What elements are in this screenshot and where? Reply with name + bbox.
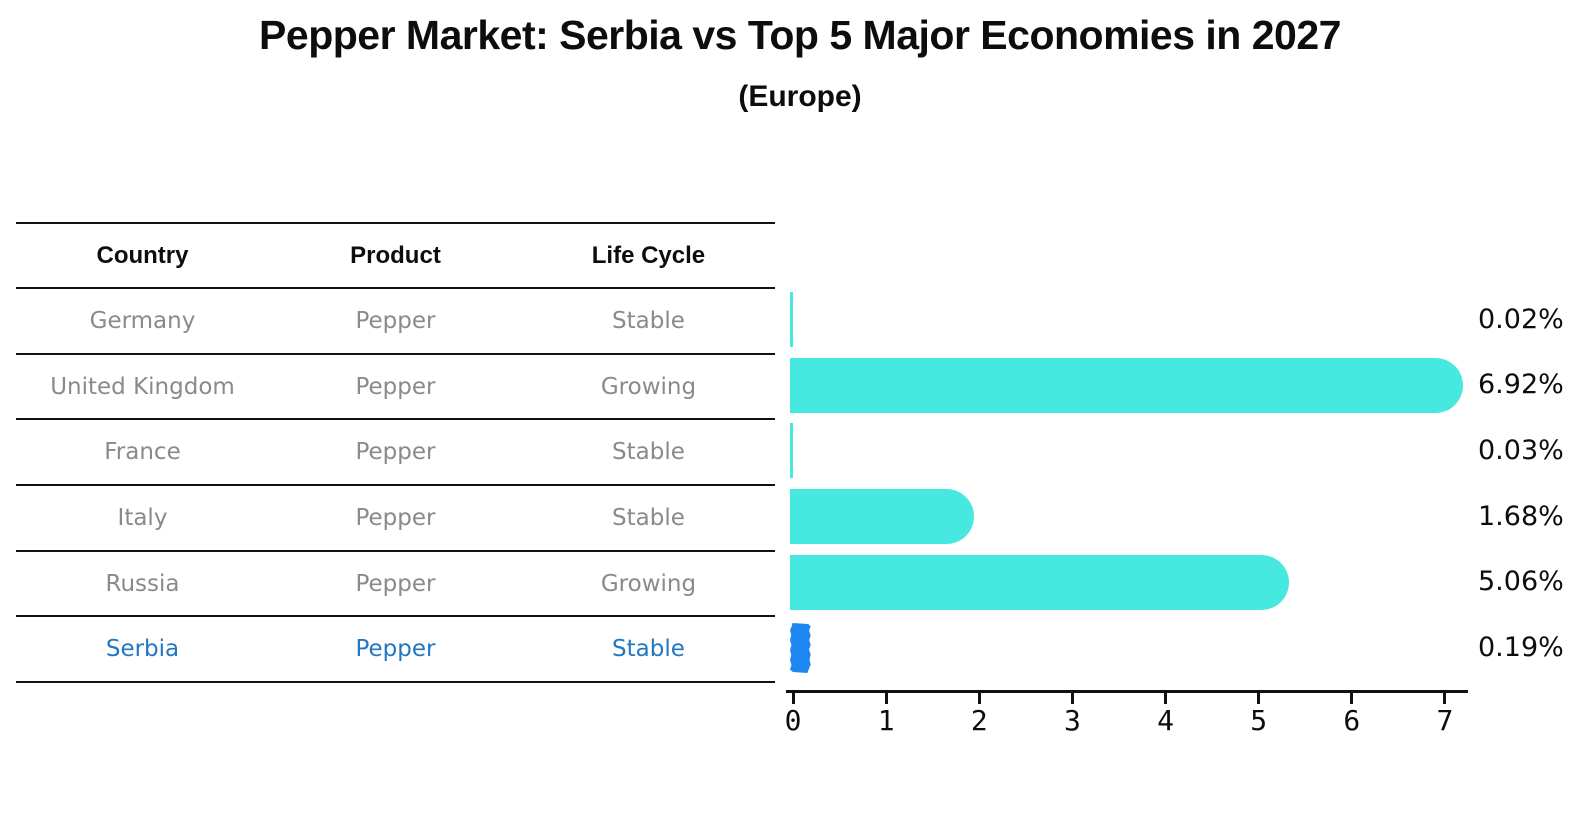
- value-label: 0.02%: [1478, 303, 1564, 335]
- market-table: Country Product Life Cycle Germany Pepper…: [16, 222, 775, 684]
- x-axis-tick: [791, 691, 795, 704]
- table-header-country: Country: [96, 241, 189, 269]
- x-axis-tick: [884, 691, 888, 704]
- cell-product: Pepper: [355, 373, 436, 400]
- x-axis-tick-label: 3: [1063, 704, 1081, 737]
- cell-country: Germany: [89, 307, 196, 334]
- cell-product: Pepper: [355, 439, 436, 466]
- chart-title: Pepper Market: Serbia vs Top 5 Major Eco…: [259, 12, 1341, 58]
- x-axis-tick-label: 7: [1436, 704, 1454, 737]
- cell-life-cycle: Stable: [612, 307, 685, 334]
- table-body: Germany Pepper Stable United Kingdom Pepper G…: [16, 289, 775, 684]
- value-label: 5.06%: [1478, 566, 1564, 598]
- chart-subtitle: (Europe): [738, 80, 862, 113]
- cell-country: Serbia: [105, 636, 180, 663]
- bar-italy: [790, 489, 975, 545]
- x-axis-tick-label: 5: [1250, 704, 1268, 737]
- x-axis-line: [786, 690, 1468, 693]
- x-axis-tick-label: 0: [784, 704, 802, 737]
- table-header-life-cycle: Life Cycle: [591, 241, 706, 269]
- table-row: Italy Pepper Stable: [16, 486, 775, 552]
- cell-life-cycle: Stable: [612, 636, 685, 663]
- table-header-product: Product: [350, 241, 441, 269]
- cell-country: France: [104, 439, 181, 466]
- cell-product: Pepper: [355, 307, 436, 334]
- value-label: 6.92%: [1478, 369, 1564, 401]
- x-axis-tick-label: 6: [1343, 704, 1361, 737]
- cell-country: United Kingdom: [50, 373, 235, 400]
- value-label: 0.19%: [1478, 632, 1564, 663]
- cell-life-cycle: Growing: [600, 373, 697, 400]
- cell-life-cycle: Stable: [612, 504, 685, 531]
- table-row: United Kingdom Pepper Growing: [16, 355, 775, 421]
- table-row: Russia Pepper Growing: [16, 552, 775, 618]
- cell-life-cycle: Growing: [600, 570, 697, 597]
- bar-france: [790, 423, 793, 479]
- x-axis-tick-label: 2: [970, 704, 988, 737]
- cell-product: Pepper: [355, 636, 436, 663]
- bar-serbia: [790, 623, 811, 673]
- value-label: 0.03%: [1478, 434, 1564, 466]
- value-label: 1.68%: [1478, 500, 1564, 532]
- table-header-row: Country Product Life Cycle: [16, 224, 775, 289]
- table-row: Germany Pepper Stable: [16, 289, 775, 355]
- table-row: Serbia Pepper Stable: [16, 617, 775, 684]
- cell-life-cycle: Stable: [612, 439, 685, 466]
- x-axis-tick-label: 1: [877, 704, 895, 737]
- cell-country: Italy: [117, 504, 168, 531]
- x-axis-tick: [977, 691, 981, 704]
- x-axis-tick: [1070, 691, 1074, 704]
- bar-russia: [790, 554, 1290, 610]
- cell-product: Pepper: [355, 504, 436, 531]
- x-axis-tick: [1257, 691, 1261, 704]
- table-row: France Pepper Stable: [16, 420, 775, 487]
- x-axis-tick: [1350, 691, 1354, 704]
- cell-country: Russia: [105, 570, 180, 597]
- bar-united-kingdom: [790, 357, 1463, 413]
- x-axis-tick: [1443, 691, 1447, 704]
- cell-product: Pepper: [355, 570, 436, 597]
- bar-germany: [790, 292, 793, 347]
- x-axis-tick: [1164, 691, 1168, 704]
- x-axis-tick-label: 4: [1157, 704, 1174, 737]
